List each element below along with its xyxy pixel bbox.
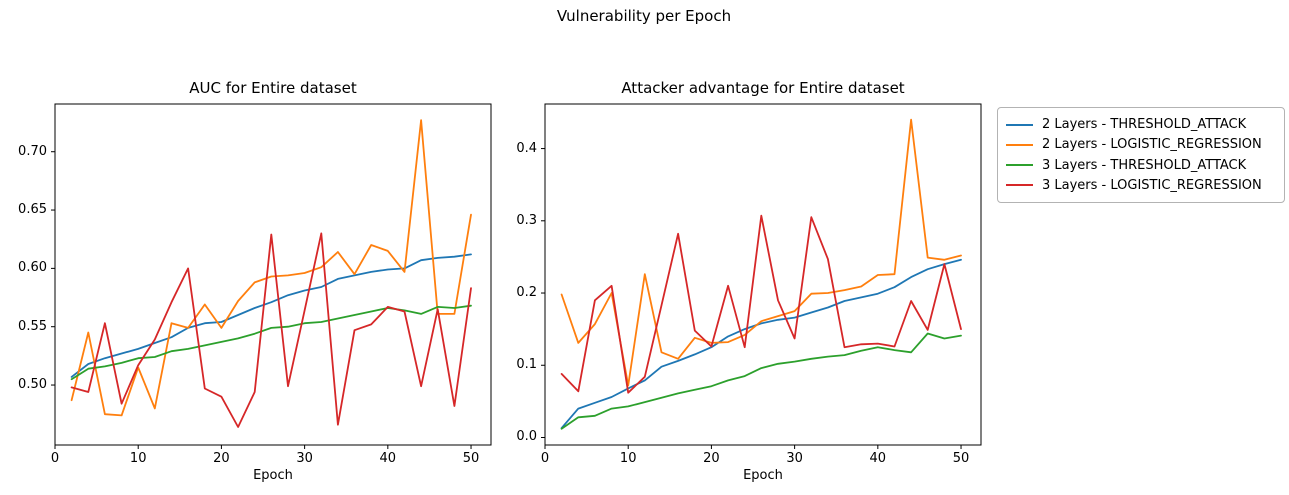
figure-suptitle: Vulnerability per Epoch	[556, 7, 732, 25]
right-xaxis-label: Epoch	[743, 468, 783, 483]
left-chart-frame	[54, 103, 492, 446]
left-chart-ytick-label: 0.65	[18, 202, 47, 218]
right-chart-ytick-label: 0.2	[516, 285, 537, 301]
left-chart-title: AUC for Entire dataset	[189, 79, 357, 97]
left-chart-xtick-label: 10	[129, 451, 147, 466]
legend-item: 3 Layers - THRESHOLD_ATTACK	[1006, 156, 1276, 175]
series-line-3-layers-logistic-regression	[70, 232, 472, 428]
legend-item-label: 3 Layers - LOGISTIC_REGRESSION	[1042, 177, 1262, 193]
left-chart-xtick-label: 50	[462, 451, 480, 466]
legend-item-label: 2 Layers - THRESHOLD_ATTACK	[1042, 117, 1247, 132]
legend-item-label: 3 Layers - THRESHOLD_ATTACK	[1042, 157, 1247, 173]
right-chart-xtick-label: 10	[619, 451, 637, 466]
left-chart-xtick-label: 30	[296, 451, 313, 466]
series-line-3-layers-threshold-attack	[70, 304, 472, 381]
left-chart-xtick-label: 0	[50, 451, 60, 466]
right-chart-xtick-label: 30	[786, 451, 803, 466]
left-chart-ytick-label: 0.55	[18, 318, 47, 334]
right-chart-xtick-label: 40	[869, 451, 887, 466]
legend-item: 2 Layers - LOGISTIC_REGRESSION	[1006, 135, 1276, 154]
right-chart-xtick-label: 0	[540, 451, 550, 466]
left-chart-xtick-label: 20	[213, 451, 230, 466]
right-chart-ytick-label: 0.3	[516, 212, 537, 228]
right-chart-xtick-label: 50	[952, 451, 970, 466]
left-chart-ytick-label: 0.70	[18, 143, 47, 159]
series-line-2-layers-threshold-attack	[70, 253, 472, 378]
series-line-2-layers-logistic-regression	[70, 119, 472, 417]
left-xaxis-label: Epoch	[253, 468, 293, 483]
right-chart-ytick-label: 0.0	[516, 429, 537, 445]
legend-line-swatch	[1006, 123, 1033, 126]
legend-item-label: 2 Layers - LOGISTIC_REGRESSION	[1042, 137, 1262, 153]
legend-line-swatch	[1006, 184, 1033, 187]
right-chart-frame	[544, 103, 982, 446]
series-line-3-layers-logistic-regression	[560, 214, 962, 394]
series-line-3-layers-threshold-attack	[560, 332, 962, 430]
legend-line-swatch	[1006, 143, 1033, 146]
right-chart-ytick-label: 0.1	[516, 357, 537, 373]
left-chart-ytick-label: 0.50	[18, 377, 47, 393]
legend-item: 2 Layers - THRESHOLD_ATTACK	[1006, 115, 1276, 134]
left-chart-ytick-label: 0.60	[18, 260, 47, 276]
legend-item: 3 Layers - LOGISTIC_REGRESSION	[1006, 176, 1276, 195]
right-chart-xtick-label: 20	[703, 451, 720, 466]
legend-box: 2 Layers - THRESHOLD_ATTACK 2 Layers - LO…	[997, 107, 1285, 203]
left-chart-xtick-label: 40	[379, 451, 397, 466]
series-line-2-layers-logistic-regression	[560, 118, 962, 387]
legend-line-swatch	[1006, 164, 1033, 167]
right-chart-title: Attacker advantage for Entire dataset	[621, 79, 905, 97]
right-chart-ytick-label: 0.4	[516, 140, 537, 156]
